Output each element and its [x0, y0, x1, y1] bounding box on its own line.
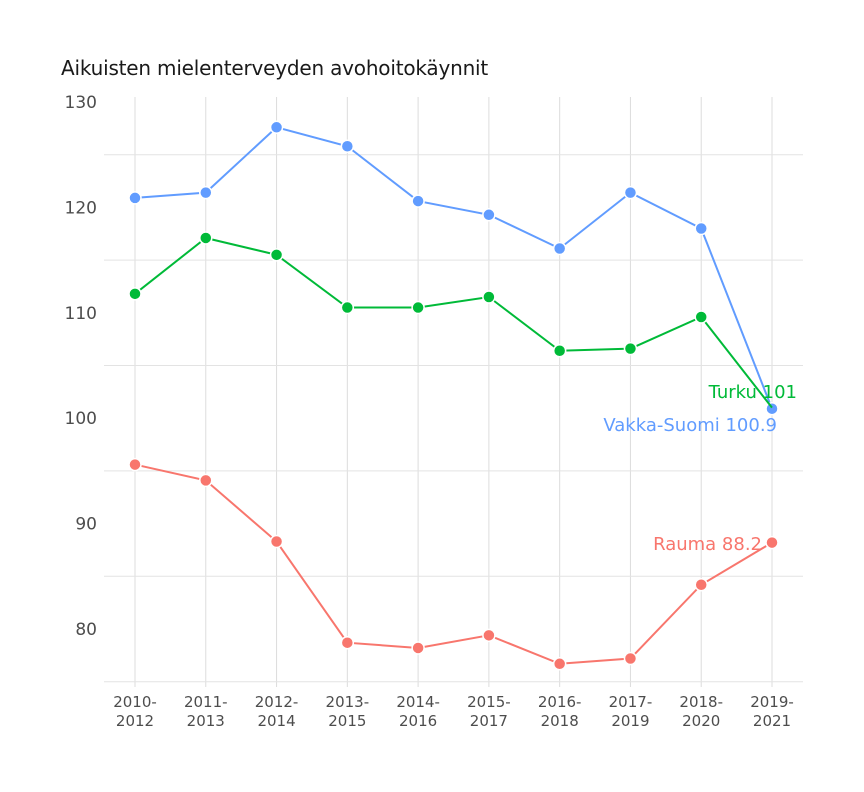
y-tick-label: 110	[65, 304, 97, 324]
x-tick-label: 2017-2019	[609, 693, 653, 730]
data-point	[623, 651, 638, 666]
data-point	[411, 641, 425, 655]
data-point	[623, 185, 638, 200]
x-tick-label: 2018-2020	[679, 693, 723, 730]
data-point	[765, 535, 779, 550]
data-point	[340, 635, 355, 650]
x-tick-label: 2014-2016	[396, 693, 440, 730]
data-point	[552, 657, 567, 671]
y-tick-label: 130	[65, 93, 97, 113]
data-point	[765, 401, 779, 416]
y-axis: 80 90 100 110 120 130	[65, 93, 97, 640]
x-tick-label: 2015-2017	[467, 693, 511, 730]
data-point	[552, 343, 567, 358]
y-tick-label: 100	[65, 409, 97, 429]
series-line-rauma	[134, 463, 773, 665]
data-point	[128, 457, 142, 472]
x-tick-label: 2012-2014	[255, 693, 299, 730]
data-point	[482, 628, 496, 643]
data-point	[694, 310, 708, 324]
x-tick-label: 2019-2021	[750, 693, 794, 730]
data-point	[482, 290, 496, 304]
data-point	[128, 287, 142, 301]
series-line-vakka-suomi	[134, 126, 773, 410]
end-labels: Vakka-Suomi 100.9 Turku 101 Rauma 88.2	[603, 382, 797, 555]
data-point	[694, 577, 708, 592]
chart-title: Aikuisten mielenterveyden avohoitokäynni…	[61, 56, 489, 80]
data-point	[269, 534, 284, 549]
data-point	[411, 194, 425, 208]
data-point	[199, 185, 213, 200]
data-point	[269, 248, 284, 262]
y-tick-label: 120	[65, 198, 97, 218]
series-lines	[128, 120, 779, 671]
end-label-turku: Turku 101	[708, 382, 797, 403]
data-point	[340, 139, 355, 154]
data-point	[199, 473, 213, 488]
gridlines	[104, 97, 803, 687]
y-tick-label: 80	[75, 620, 97, 640]
y-tick-label: 90	[75, 515, 97, 535]
data-point	[623, 341, 638, 356]
data-point	[552, 241, 567, 256]
series-line-turku	[134, 236, 773, 409]
data-point	[340, 300, 355, 315]
data-point	[482, 208, 496, 222]
data-point	[269, 120, 284, 135]
x-axis: 2010-2012 2011-2013 2012-2014 2013-2015 2014…	[113, 693, 794, 730]
data-point	[199, 231, 213, 245]
x-tick-label: 2010-2012	[113, 693, 157, 730]
data-point	[694, 221, 708, 236]
x-tick-label: 2011-2013	[184, 693, 228, 730]
end-label-rauma: Rauma 88.2	[653, 534, 762, 555]
x-tick-label: 2016-2018	[538, 693, 582, 730]
data-point	[411, 300, 425, 315]
x-tick-label: 2013-2015	[326, 693, 370, 730]
data-point	[128, 191, 142, 205]
end-label-vakka-suomi: Vakka-Suomi 100.9	[603, 415, 777, 436]
